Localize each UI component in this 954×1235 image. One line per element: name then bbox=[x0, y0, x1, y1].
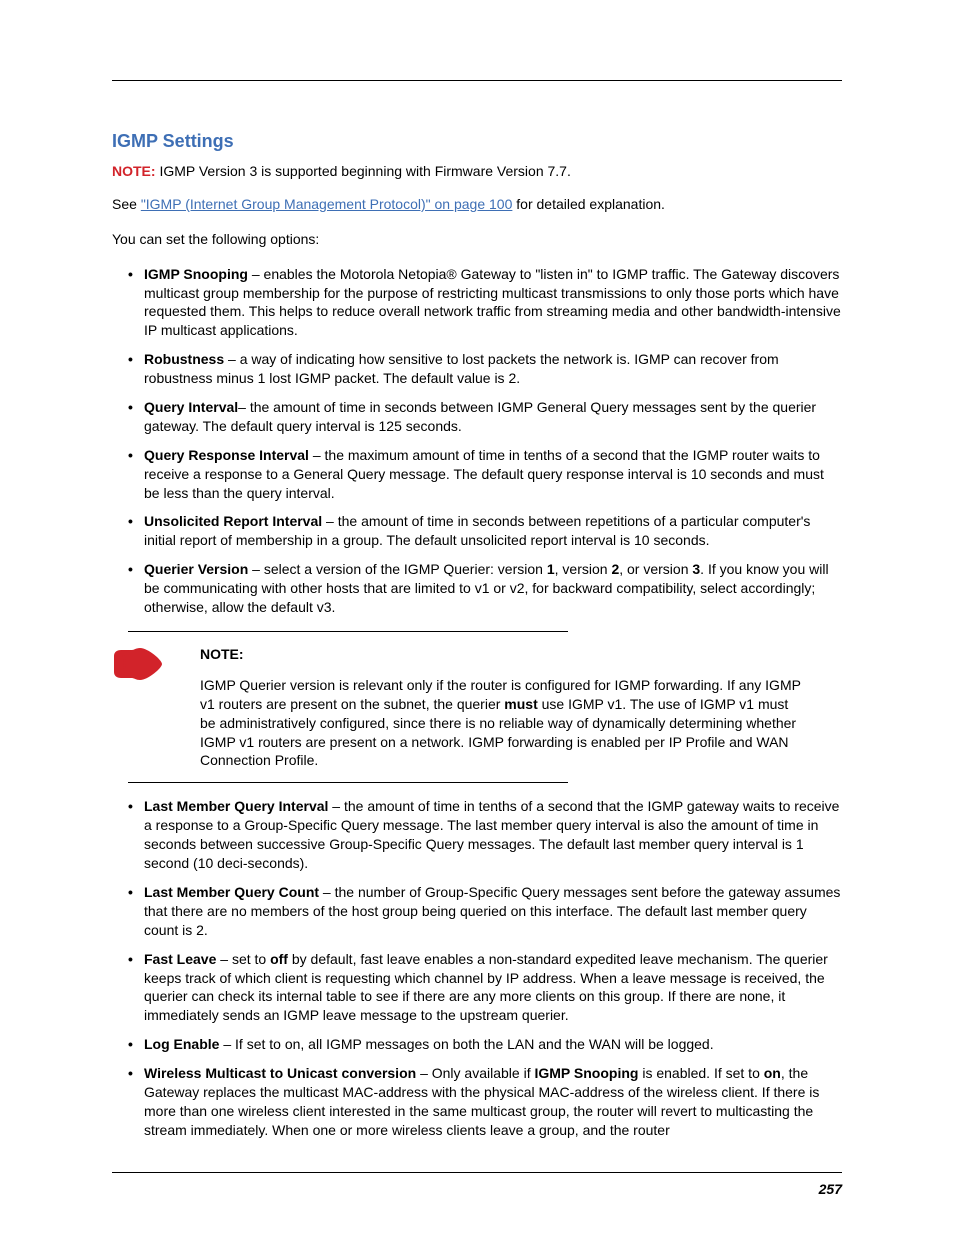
term-text: – a way of indicating how sensitive to l… bbox=[144, 351, 779, 386]
term-text: – If set to on, all IGMP messages on bot… bbox=[219, 1036, 713, 1052]
list-item: Robustness – a way of indicating how sen… bbox=[128, 350, 842, 388]
term: Wireless Multicast to Unicast conversion bbox=[144, 1065, 416, 1081]
term: IGMP Snooping bbox=[144, 266, 248, 282]
note-body-text: IGMP Querier version is relevant only if… bbox=[200, 676, 802, 770]
list-item: Query Response Interval – the maximum am… bbox=[128, 446, 842, 503]
list-item: IGMP Snooping – enables the Motorola Net… bbox=[128, 265, 842, 341]
bullet-list-a: IGMP Snooping – enables the Motorola Net… bbox=[112, 265, 842, 617]
options-intro: You can set the following options: bbox=[112, 230, 842, 249]
see-paragraph: See "IGMP (Internet Group Management Pro… bbox=[112, 195, 842, 214]
term: Query Interval bbox=[144, 399, 238, 415]
note-icon-col bbox=[112, 646, 200, 770]
bottom-rule bbox=[112, 1172, 842, 1173]
section-title: IGMP Settings bbox=[112, 131, 842, 152]
term: Query Response Interval bbox=[144, 447, 309, 463]
term-text: – the amount of time in seconds between … bbox=[144, 399, 816, 434]
see-prefix: See bbox=[112, 196, 141, 212]
on: on bbox=[764, 1065, 781, 1081]
term: Last Member Query Interval bbox=[144, 798, 328, 814]
t: , or version bbox=[619, 561, 692, 577]
term-text: – enables the Motorola Netopia® Gateway … bbox=[144, 266, 841, 339]
t: – set to bbox=[216, 951, 270, 967]
top-rule bbox=[112, 80, 842, 81]
term: Fast Leave bbox=[144, 951, 216, 967]
note-label: NOTE: bbox=[112, 163, 156, 179]
list-item: Wireless Multicast to Unicast conversion… bbox=[128, 1064, 842, 1140]
note-text: IGMP Version 3 is supported beginning wi… bbox=[156, 163, 571, 179]
must: must bbox=[504, 696, 537, 712]
t: – Only available if bbox=[416, 1065, 534, 1081]
note-paragraph: NOTE: IGMP Version 3 is supported beginn… bbox=[112, 162, 842, 181]
pointing-hand-icon bbox=[112, 646, 164, 682]
list-item: Querier Version – select a version of th… bbox=[128, 560, 842, 617]
term: Robustness bbox=[144, 351, 224, 367]
list-item: Unsolicited Report Interval – the amount… bbox=[128, 512, 842, 550]
term: Last Member Query Count bbox=[144, 884, 319, 900]
term: Unsolicited Report Interval bbox=[144, 513, 322, 529]
off: off bbox=[270, 951, 288, 967]
term: Querier Version bbox=[144, 561, 248, 577]
note-callout: NOTE: IGMP Querier version is relevant o… bbox=[112, 631, 842, 783]
list-item: Fast Leave – set to off by default, fast… bbox=[128, 950, 842, 1026]
note-text-col: NOTE: IGMP Querier version is relevant o… bbox=[200, 646, 842, 770]
list-item: Last Member Query Interval – the amount … bbox=[128, 797, 842, 873]
bullet-list-b: Last Member Query Interval – the amount … bbox=[112, 797, 842, 1139]
page-content: IGMP Settings NOTE: IGMP Version 3 is su… bbox=[0, 0, 954, 1210]
page-number: 257 bbox=[819, 1181, 842, 1197]
t: is enabled. If set to bbox=[638, 1065, 763, 1081]
bottom-rule-wrap bbox=[112, 1142, 842, 1173]
list-item: Query Interval– the amount of time in se… bbox=[128, 398, 842, 436]
v1: 1 bbox=[547, 561, 555, 577]
v3: 3 bbox=[692, 561, 700, 577]
t: , version bbox=[555, 561, 612, 577]
note-heading: NOTE: bbox=[200, 646, 802, 662]
term: Log Enable bbox=[144, 1036, 219, 1052]
note-rule-bottom bbox=[128, 782, 568, 783]
see-suffix: for detailed explanation. bbox=[512, 196, 665, 212]
list-item: Log Enable – If set to on, all IGMP mess… bbox=[128, 1035, 842, 1054]
snoop: IGMP Snooping bbox=[534, 1065, 638, 1081]
t: – select a version of the IGMP Querier: … bbox=[248, 561, 547, 577]
xref-link[interactable]: "IGMP (Internet Group Management Protoco… bbox=[141, 196, 513, 212]
list-item: Last Member Query Count – the number of … bbox=[128, 883, 842, 940]
